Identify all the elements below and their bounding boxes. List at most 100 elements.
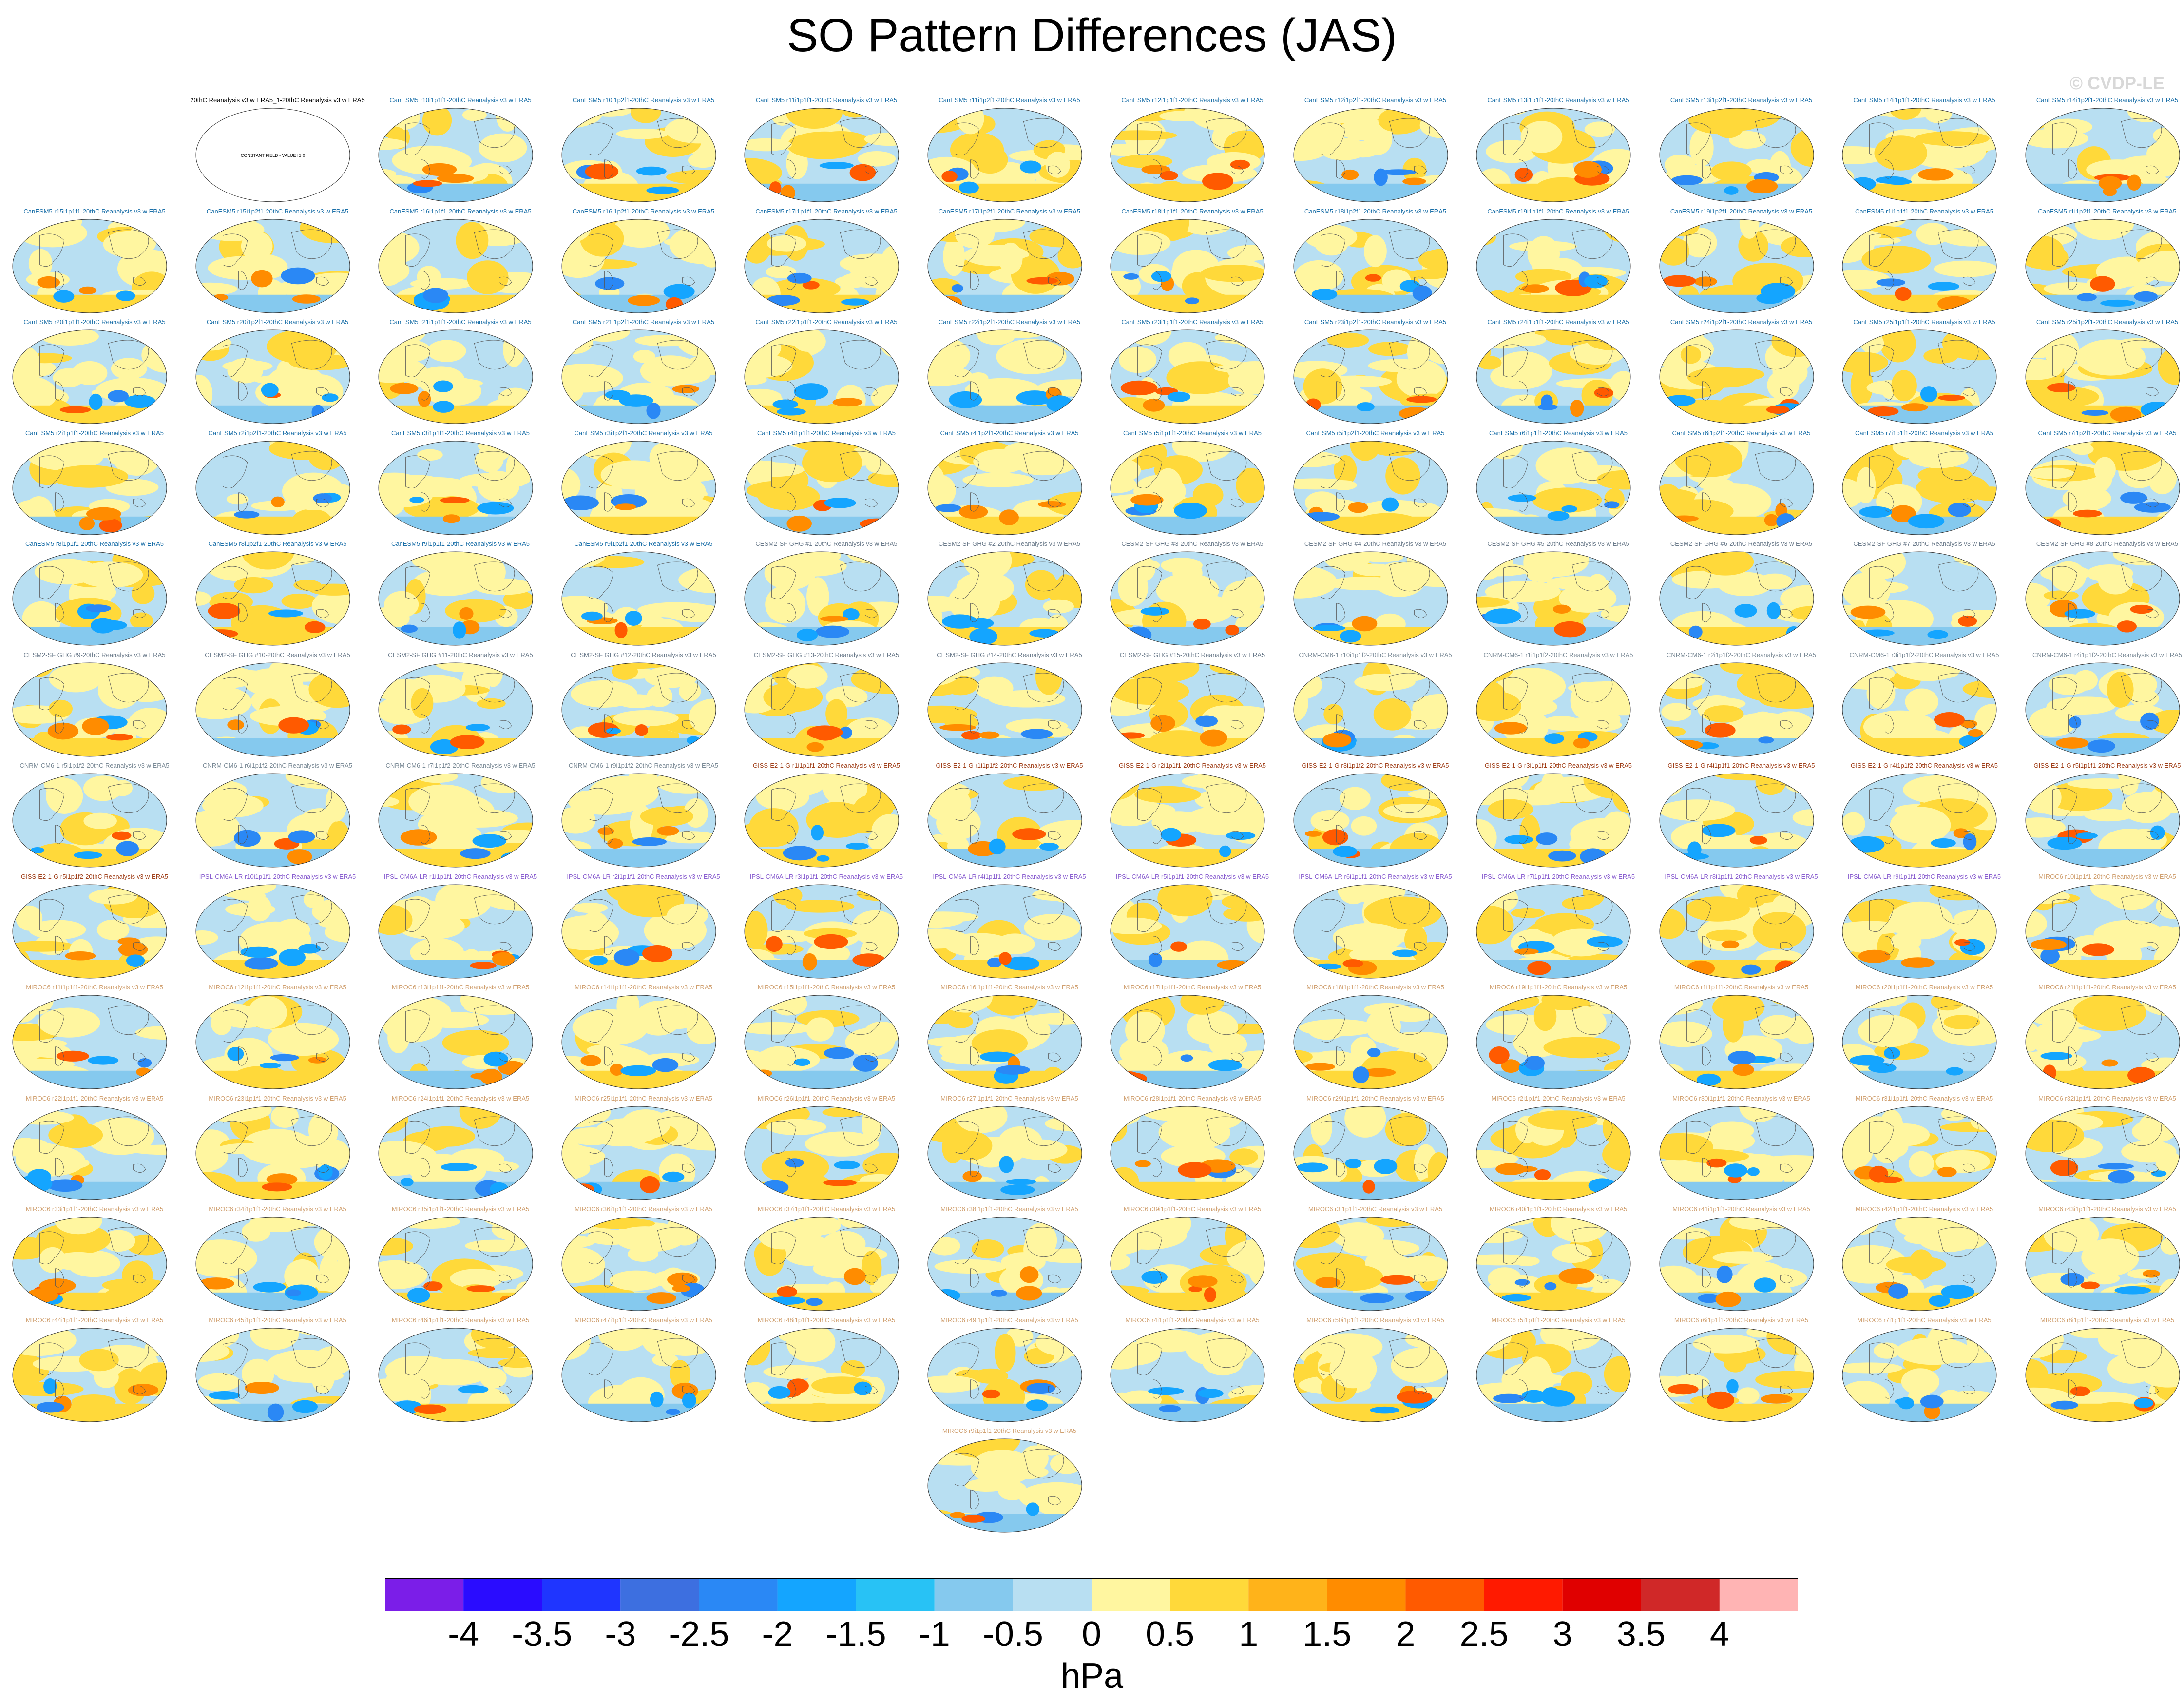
map-panel-plot bbox=[195, 329, 350, 424]
map-panel-plot bbox=[1476, 773, 1631, 868]
map-panel-title: CESM2-SF GHG #13-20thC Reanalysis v3 w E… bbox=[753, 651, 900, 658]
map-panel: CanESM5 r21i1p2f1-20thC Reanalysis v3 w … bbox=[556, 318, 731, 426]
map-panel-plot bbox=[744, 441, 899, 535]
map-panel: MIROC6 r14i1p1f1-20thC Reanalysis v3 w E… bbox=[556, 984, 731, 1091]
map-panel-plot bbox=[1110, 551, 1265, 646]
map-panel-title: MIROC6 r3i1p1f1-20thC Reanalysis v3 w ER… bbox=[1308, 1205, 1443, 1213]
map-panel: MIROC6 r27i1p1f1-20thC Reanalysis v3 w E… bbox=[922, 1095, 1097, 1202]
map-panel-plot bbox=[2025, 1217, 2180, 1311]
map-panel-title: MIROC6 r38i1p1f1-20thC Reanalysis v3 w E… bbox=[940, 1205, 1078, 1213]
map-panel-plot bbox=[744, 884, 899, 978]
map-panel-plot bbox=[12, 551, 167, 646]
map-panel: IPSL-CM6A-LR r7i1p1f1-20thC Reanalysis v… bbox=[1471, 873, 1646, 980]
colorbar-tick-label: -1.5 bbox=[825, 1615, 886, 1654]
map-panel-plot bbox=[1842, 1217, 1997, 1311]
map-panel-title: MIROC6 r15i1p1f1-20thC Reanalysis v3 w E… bbox=[757, 984, 896, 991]
map-panel-plot bbox=[195, 219, 350, 313]
map-panel: MIROC6 r38i1p1f1-20thC Reanalysis v3 w E… bbox=[922, 1205, 1097, 1313]
colorbar-swatch bbox=[934, 1578, 1013, 1611]
map-panel-title: MIROC6 r49i1p1f1-20thC Reanalysis v3 w E… bbox=[940, 1316, 1078, 1324]
map-panel-plot bbox=[1842, 1106, 1997, 1200]
map-panel-plot bbox=[378, 441, 533, 535]
map-panel: CanESM5 r7i1p2f1-20thC Reanalysis v3 w E… bbox=[2020, 429, 2184, 537]
map-panel-title: CNRM-CM6-1 r1i1p1f2-20thC Reanalysis v3 … bbox=[1483, 651, 1633, 658]
map-panel-plot bbox=[195, 995, 350, 1089]
map-panel: MIROC6 r45i1p1f1-20thC Reanalysis v3 w E… bbox=[190, 1316, 365, 1424]
map-panel-plot bbox=[744, 1217, 899, 1311]
map-panel-title: MIROC6 r40i1p1f1-20thC Reanalysis v3 w E… bbox=[1489, 1205, 1628, 1213]
map-panel-title: CanESM5 r14i1p2f1-20thC Reanalysis v3 w … bbox=[2036, 97, 2179, 104]
map-panel: MIROC6 r29i1p1f1-20thC Reanalysis v3 w E… bbox=[1288, 1095, 1463, 1202]
map-panel-title: CanESM5 r2i1p1f1-20thC Reanalysis v3 w E… bbox=[25, 429, 164, 437]
colorbar-tick-label: 4 bbox=[1709, 1615, 1729, 1654]
map-panel: IPSL-CM6A-LR r8i1p1f1-20thC Reanalysis v… bbox=[1654, 873, 1829, 980]
map-panel-plot bbox=[1476, 329, 1631, 424]
colorbar-swatch bbox=[856, 1578, 935, 1611]
map-panel: MIROC6 r49i1p1f1-20thC Reanalysis v3 w E… bbox=[922, 1316, 1097, 1424]
map-panel: CESM2-SF GHG #7-20thC Reanalysis v3 w ER… bbox=[1837, 540, 2012, 647]
map-panel-plot bbox=[2025, 219, 2180, 313]
map-panel: CanESM5 r12i1p2f1-20thC Reanalysis v3 w … bbox=[1288, 97, 1463, 204]
map-panel-title: CanESM5 r5i1p1f1-20thC Reanalysis v3 w E… bbox=[1123, 429, 1262, 437]
colorbar bbox=[385, 1578, 1798, 1611]
map-panel-plot bbox=[1293, 1106, 1448, 1200]
map-panel-plot bbox=[927, 441, 1082, 535]
map-panel: IPSL-CM6A-LR r9i1p1f1-20thC Reanalysis v… bbox=[1837, 873, 2012, 980]
map-panel: CanESM5 r19i1p2f1-20thC Reanalysis v3 w … bbox=[1654, 208, 1829, 315]
map-panel-title: IPSL-CM6A-LR r9i1p1f1-20thC Reanalysis v… bbox=[1847, 872, 2001, 880]
map-panel-title: CNRM-CM6-1 r7i1p1f2-20thC Reanalysis v3 … bbox=[385, 762, 536, 769]
map-panel: MIROC6 r37i1p1f1-20thC Reanalysis v3 w E… bbox=[739, 1205, 914, 1313]
map-panel: CanESM5 r2i1p2f1-20thC Reanalysis v3 w E… bbox=[190, 429, 365, 537]
map-panel: CanESM5 r4i1p2f1-20thC Reanalysis v3 w E… bbox=[922, 429, 1097, 537]
map-panel: GISS-E2-1-G r3i1p1f1-20thC Reanalysis v3… bbox=[1471, 762, 1646, 869]
map-panel-title: MIROC6 r20i1p1f1-20thC Reanalysis v3 w E… bbox=[1855, 984, 1993, 991]
colorbar-tick-label: -0.5 bbox=[982, 1615, 1043, 1654]
map-panel-title: MIROC6 r27i1p1f1-20thC Reanalysis v3 w E… bbox=[940, 1094, 1078, 1102]
colorbar-tick-label: -2 bbox=[762, 1615, 793, 1654]
map-panel-title: CESM2-SF GHG #9-20thC Reanalysis v3 w ER… bbox=[23, 651, 166, 658]
map-panel-title: CanESM5 r24i1p1f1-20thC Reanalysis v3 w … bbox=[1487, 318, 1629, 326]
map-panel-plot bbox=[378, 884, 533, 978]
map-panel-title: CNRM-CM6-1 r9i1p1f2-20thC Reanalysis v3 … bbox=[568, 762, 719, 769]
map-panel: MIROC6 r42i1p1f1-20thC Reanalysis v3 w E… bbox=[1837, 1205, 2012, 1313]
map-panel: MIROC6 r4i1p1f1-20thC Reanalysis v3 w ER… bbox=[1105, 1316, 1280, 1424]
map-panel-plot bbox=[12, 1106, 167, 1200]
colorbar-swatch bbox=[777, 1578, 856, 1611]
map-panel-title: MIROC6 r14i1p1f1-20thC Reanalysis v3 w E… bbox=[575, 984, 712, 991]
map-panel: GISS-E2-1-G r2i1p1f1-20thC Reanalysis v3… bbox=[1105, 762, 1280, 869]
map-panel-plot bbox=[927, 1438, 1082, 1533]
map-panel-title: CNRM-CM6-1 r10i1p1f2-20thC Reanalysis v3… bbox=[1299, 651, 1452, 658]
map-panel: CESM2-SF GHG #11-20thC Reanalysis v3 w E… bbox=[373, 651, 548, 758]
map-panel-plot bbox=[1476, 995, 1631, 1089]
map-panel-plot bbox=[561, 884, 716, 978]
map-panel-plot bbox=[12, 1328, 167, 1422]
colorbar-tick-label: 1 bbox=[1239, 1615, 1259, 1654]
map-panel-plot bbox=[744, 329, 899, 424]
map-panel-plot bbox=[2025, 995, 2180, 1089]
map-panel: GISS-E2-1-G r4i1p1f1-20thC Reanalysis v3… bbox=[1654, 762, 1829, 869]
map-panel-title: GISS-E2-1-G r3i1p1f2-20thC Reanalysis v3… bbox=[1302, 762, 1449, 769]
map-panel-title: MIROC6 r32i1p1f1-20thC Reanalysis v3 w E… bbox=[2038, 1094, 2176, 1102]
map-panel: GISS-E2-1-G r1i1p1f2-20thC Reanalysis v3… bbox=[922, 762, 1097, 869]
map-panel: CNRM-CM6-1 r5i1p1f2-20thC Reanalysis v3 … bbox=[7, 762, 182, 869]
map-panel-title: IPSL-CM6A-LR r8i1p1f1-20thC Reanalysis v… bbox=[1665, 872, 1818, 880]
map-panel-plot bbox=[378, 1328, 533, 1422]
map-panel: CanESM5 r5i1p2f1-20thC Reanalysis v3 w E… bbox=[1288, 429, 1463, 537]
map-panel-title: MIROC6 r8i1p1f1-20thC Reanalysis v3 w ER… bbox=[2040, 1316, 2175, 1324]
map-panel-plot bbox=[1842, 219, 1997, 313]
map-panel: MIROC6 r46i1p1f1-20thC Reanalysis v3 w E… bbox=[373, 1316, 548, 1424]
map-panel-title: MIROC6 r12i1p1f1-20thC Reanalysis v3 w E… bbox=[209, 984, 346, 991]
map-panel-plot bbox=[744, 1106, 899, 1200]
colorbar-tick-label: 0 bbox=[1081, 1615, 1102, 1654]
map-panel-title: CESM2-SF GHG #10-20thC Reanalysis v3 w E… bbox=[205, 651, 350, 658]
map-panel: CanESM5 r6i1p1f1-20thC Reanalysis v3 w E… bbox=[1471, 429, 1646, 537]
map-panel-title: CanESM5 r10i1p1f1-20thC Reanalysis v3 w … bbox=[389, 97, 532, 104]
colorbar-tick-label: 1.5 bbox=[1303, 1615, 1352, 1654]
map-panel-plot bbox=[2025, 329, 2180, 424]
map-panel: CanESM5 r12i1p1f1-20thC Reanalysis v3 w … bbox=[1105, 97, 1280, 204]
map-panel-plot bbox=[2025, 108, 2180, 202]
map-panel-title: MIROC6 r30i1p1f1-20thC Reanalysis v3 w E… bbox=[1672, 1094, 1810, 1102]
map-panel-plot bbox=[1110, 1328, 1265, 1422]
map-panel: MIROC6 r25i1p1f1-20thC Reanalysis v3 w E… bbox=[556, 1095, 731, 1202]
map-panel: CanESM5 r3i1p1f1-20thC Reanalysis v3 w E… bbox=[373, 429, 548, 537]
